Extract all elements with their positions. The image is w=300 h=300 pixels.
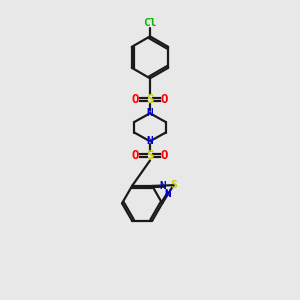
Text: S: S <box>146 93 154 106</box>
Text: N: N <box>164 189 171 199</box>
Text: O: O <box>160 149 168 162</box>
Text: S: S <box>170 180 177 190</box>
Text: O: O <box>160 93 168 106</box>
Text: Cl: Cl <box>143 18 157 28</box>
Text: O: O <box>132 149 140 162</box>
Text: O: O <box>132 93 140 106</box>
Text: N: N <box>147 108 153 118</box>
Text: N: N <box>160 181 166 190</box>
Text: S: S <box>146 149 154 162</box>
Text: N: N <box>147 136 153 146</box>
